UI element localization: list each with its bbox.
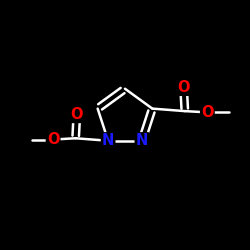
Text: N: N	[102, 133, 114, 148]
Text: O: O	[201, 105, 213, 120]
Text: O: O	[47, 132, 59, 147]
Text: O: O	[177, 80, 190, 95]
Text: N: N	[136, 133, 148, 148]
Text: O: O	[70, 107, 83, 122]
